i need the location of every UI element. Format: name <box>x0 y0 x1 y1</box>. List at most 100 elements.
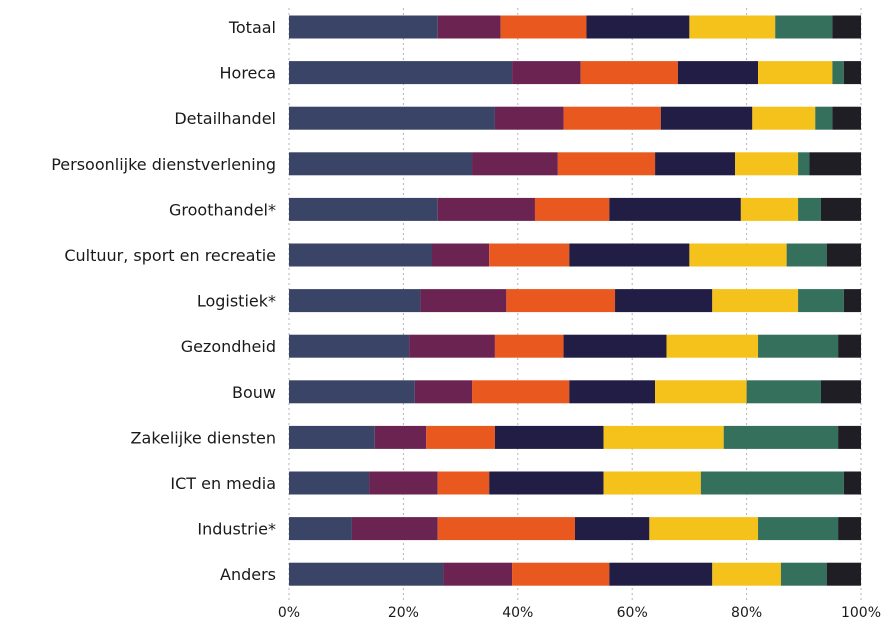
bar-segment <box>374 425 427 449</box>
bar-segment <box>414 380 473 404</box>
bar-segment <box>500 15 587 39</box>
bar-segment <box>437 471 490 495</box>
bar-segment <box>712 289 799 313</box>
bar-segment <box>735 152 799 176</box>
bar-segment <box>409 334 495 358</box>
bar-segment <box>843 289 861 313</box>
bar-segment <box>437 517 575 541</box>
bar-segment <box>494 425 604 449</box>
bar-segment <box>369 471 438 495</box>
bar-segment <box>289 243 432 267</box>
bar-segment <box>437 15 501 39</box>
bar-segment <box>432 243 490 267</box>
bar-segment <box>832 106 861 130</box>
bar-segment <box>798 152 810 176</box>
bar-segment <box>700 471 844 495</box>
bar-segment <box>826 243 861 267</box>
bar-segment <box>351 517 438 541</box>
bar-segment <box>758 334 839 358</box>
bar-segment <box>649 517 759 541</box>
category-label: Persoonlijke dienstverlening <box>51 155 276 174</box>
category-label: Cultuur, sport en recreatie <box>64 246 276 265</box>
bar-segment <box>723 425 839 449</box>
bar-segment <box>609 562 713 586</box>
bar-segment <box>798 197 821 221</box>
bar-segment <box>798 289 844 313</box>
category-label: Totaal <box>228 18 276 37</box>
bar-segment <box>815 106 833 130</box>
category-labels: Totaal Horeca Detailhandel Persoonlijke die… <box>51 18 276 584</box>
bar-segment <box>809 152 861 176</box>
bar-segment <box>472 380 570 404</box>
x-tick-label: 100% <box>841 605 881 621</box>
x-tick-label: 80% <box>731 605 762 621</box>
bar-segment <box>289 562 444 586</box>
bar-segment <box>420 289 507 313</box>
bar-segment <box>580 61 678 85</box>
bar-segment <box>689 243 787 267</box>
bar-segment <box>506 289 616 313</box>
bar-segment <box>775 15 833 39</box>
bar-segment <box>820 380 861 404</box>
x-tick-label: 40% <box>502 605 533 621</box>
category-label: Anders <box>220 565 276 584</box>
x-tick-label: 20% <box>388 605 419 621</box>
bar-segment <box>494 334 564 358</box>
bar-segment <box>746 380 821 404</box>
bar-segment <box>512 61 581 85</box>
bar-segment <box>758 517 839 541</box>
bar-segment <box>609 197 741 221</box>
bar-segment <box>655 380 747 404</box>
category-label: Logistiek* <box>197 292 276 311</box>
category-label: ICT en media <box>170 474 276 493</box>
bar-segment <box>443 562 513 586</box>
category-label: Horeca <box>220 64 277 83</box>
bar-segment <box>289 61 513 85</box>
bar-segment <box>289 106 495 130</box>
bar-segment <box>780 562 827 586</box>
bar-segment <box>534 197 610 221</box>
bar-segment <box>838 425 861 449</box>
bar-segment <box>494 106 564 130</box>
x-tick-label: 60% <box>617 605 648 621</box>
category-label: Groothandel* <box>169 200 276 219</box>
bar-segment <box>615 289 713 313</box>
bar-segment <box>838 517 861 541</box>
bar-segment <box>289 517 352 541</box>
bar-segment <box>437 197 535 221</box>
bar-segment <box>575 517 650 541</box>
category-label: Industrie* <box>197 520 276 539</box>
bar-segment <box>832 61 844 85</box>
category-label: Bouw <box>232 383 276 402</box>
bar-segment <box>655 152 736 176</box>
bar-segment <box>289 425 375 449</box>
bar-segment <box>289 380 415 404</box>
x-tick-label: 0% <box>278 605 300 621</box>
bar-segment <box>289 152 473 176</box>
bar-segment <box>569 380 656 404</box>
bar-segment <box>843 471 861 495</box>
bar-segment <box>426 425 495 449</box>
bar-segment <box>569 243 690 267</box>
bar-segment <box>820 197 861 221</box>
bar-segment <box>557 152 656 176</box>
bar-segment <box>832 15 861 39</box>
category-label: Detailhandel <box>174 109 276 128</box>
bar-segment <box>660 106 753 130</box>
bar-segment <box>826 562 861 586</box>
bar-segment <box>740 197 799 221</box>
bar-segment <box>512 562 610 586</box>
bar-segment <box>752 106 816 130</box>
bar-segment <box>289 334 410 358</box>
bar-segment <box>712 562 781 586</box>
bar-segment <box>758 61 833 85</box>
bar-segment <box>289 15 438 39</box>
x-axis-ticks: 0% 20% 40% 60% 80% 100% <box>278 605 881 621</box>
bar-segment <box>472 152 558 176</box>
bar-segment <box>843 61 861 85</box>
category-label: Gezondheid <box>181 337 276 356</box>
bar-segment <box>838 334 861 358</box>
bars <box>289 15 861 586</box>
